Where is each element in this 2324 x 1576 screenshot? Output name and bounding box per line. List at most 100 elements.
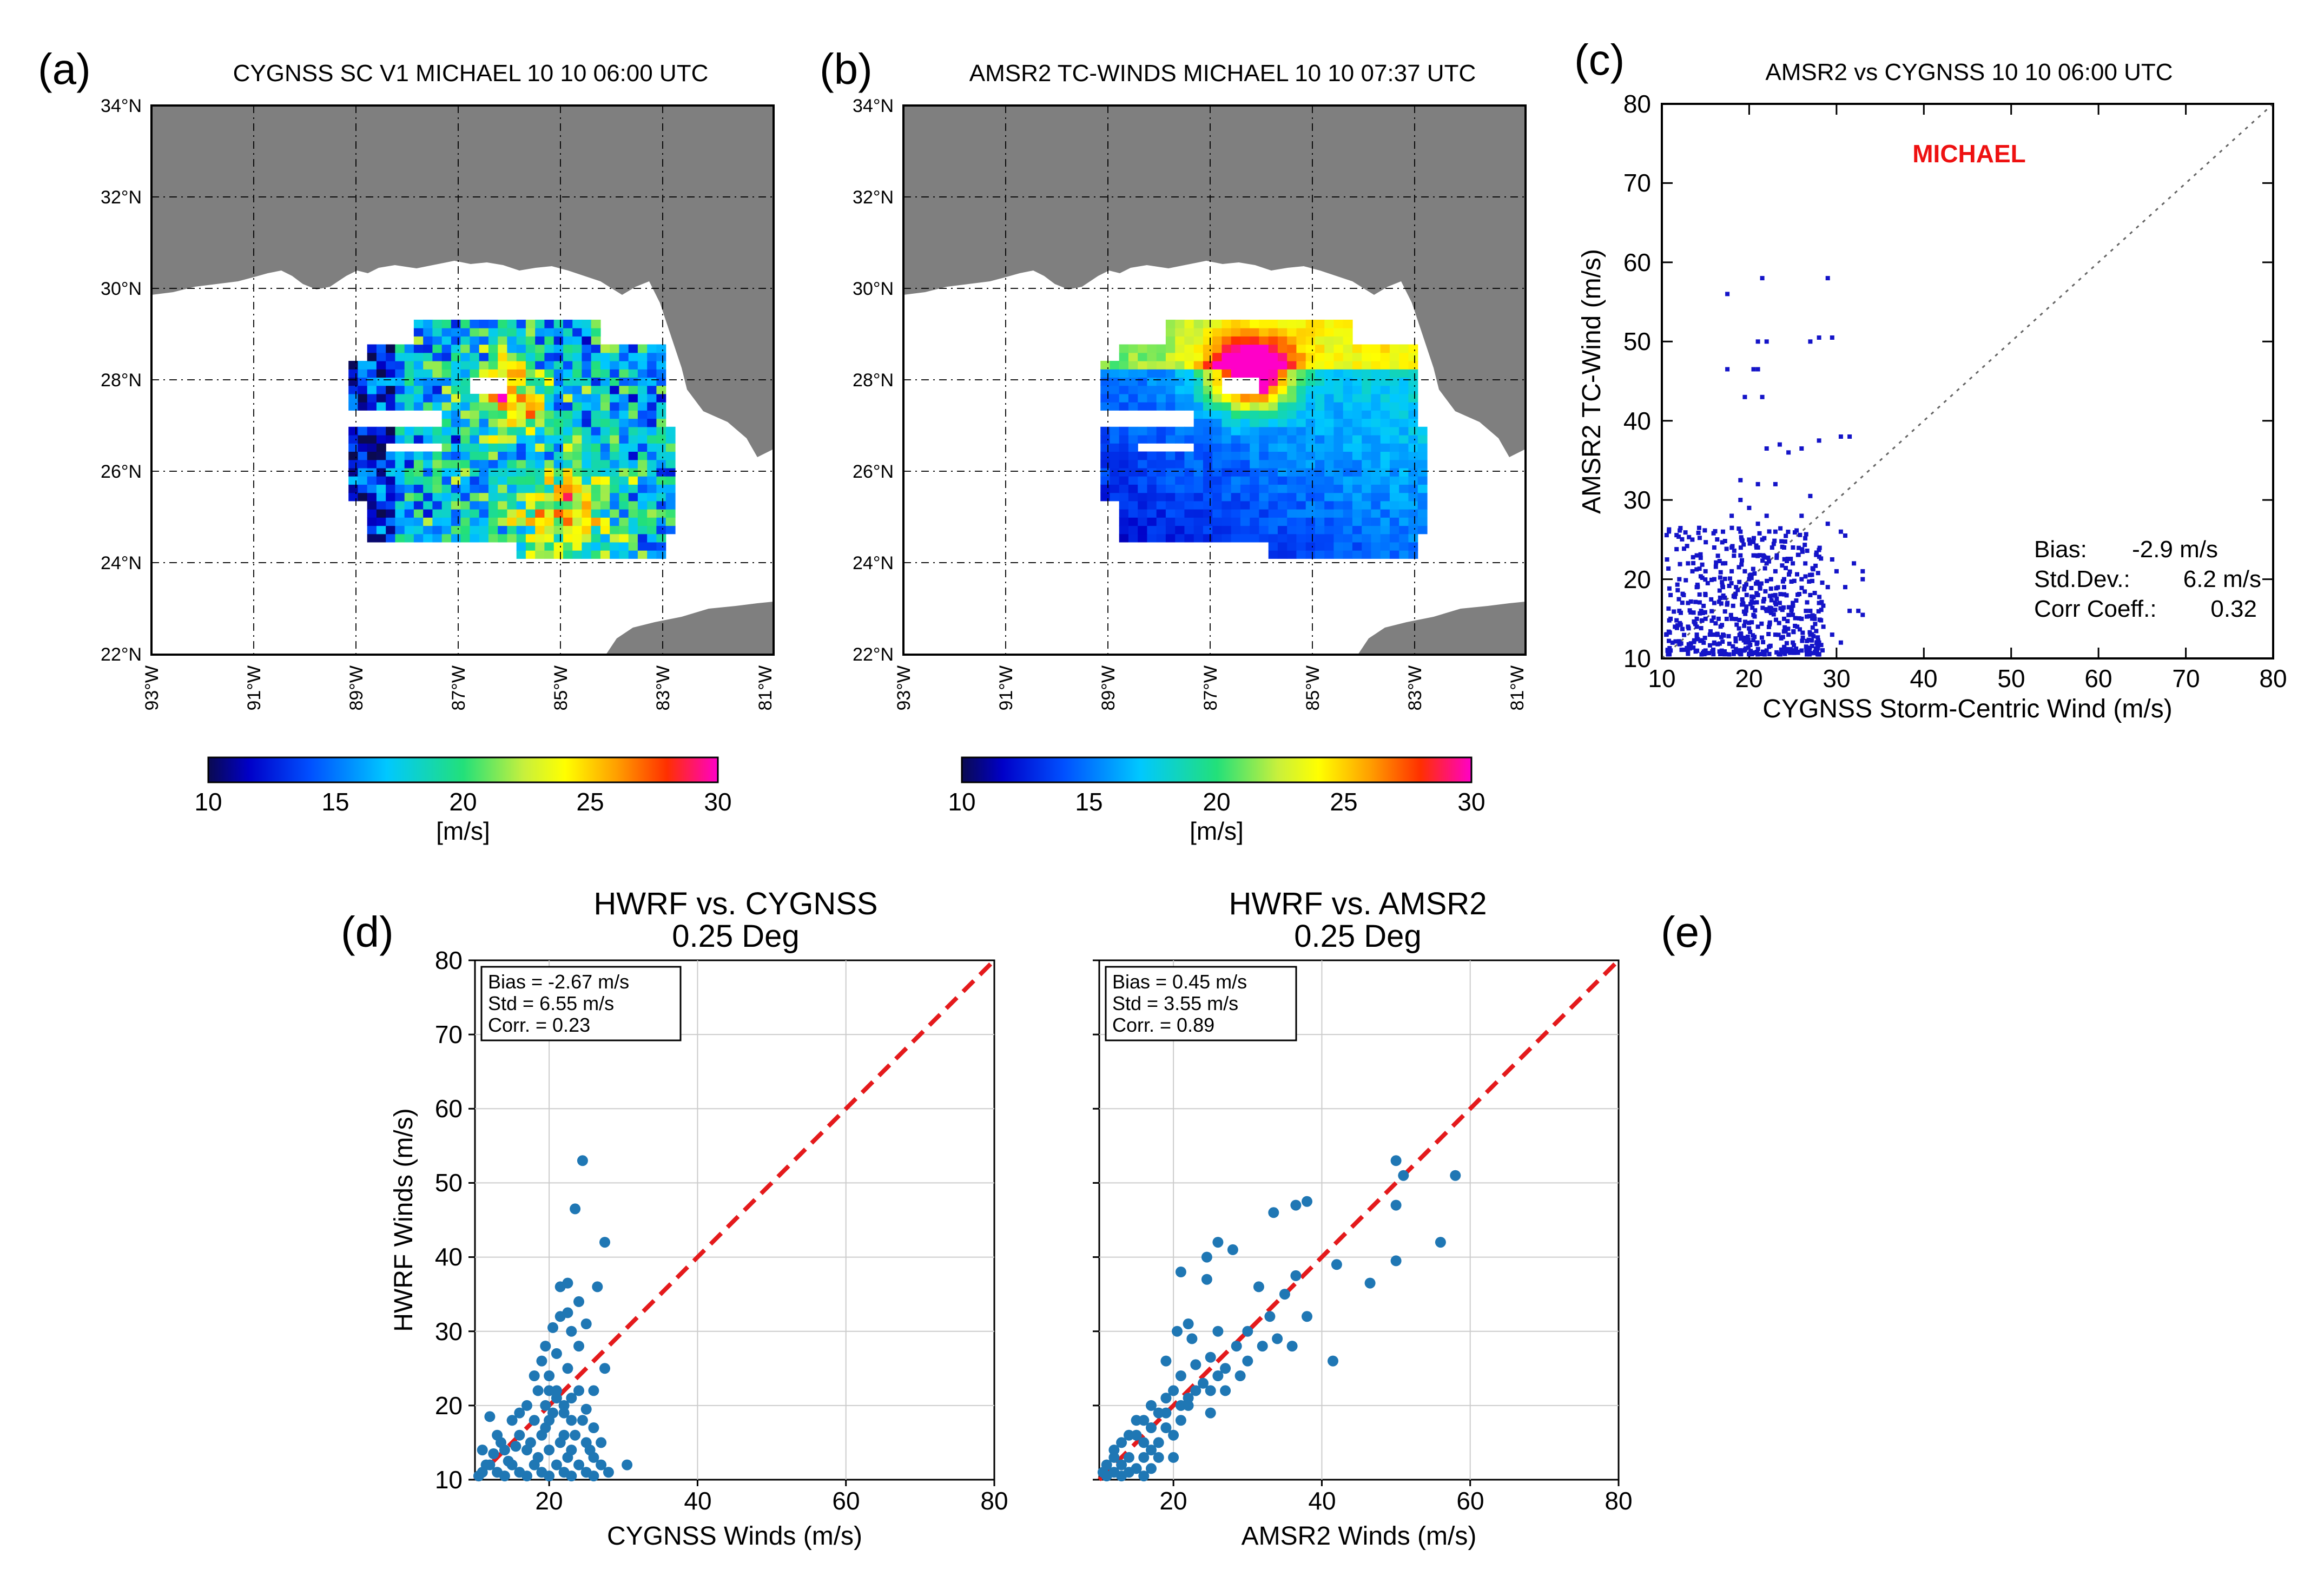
wind-cell [451,319,461,328]
wind-cell [1175,319,1185,328]
panel-c-data-point [1784,565,1788,570]
wind-cell [451,369,461,378]
wind-cell [1138,361,1148,370]
wind-cell [535,459,545,469]
wind-cell [395,467,405,477]
wind-cell [470,402,480,411]
wind-cell [1296,377,1306,386]
wind-cell [1250,319,1260,328]
wind-cell [610,418,620,427]
panel-d-data-point [544,1445,555,1456]
panel-c-data-point [1690,569,1695,573]
wind-cell [1343,385,1353,394]
panel-c-data-point [1791,603,1795,608]
wind-cell [1324,484,1335,493]
panel-e-data-point [1205,1351,1216,1363]
wind-cell [535,542,545,551]
wind-cell [637,377,648,386]
wind-cell [1250,410,1260,419]
wind-cell [460,484,471,493]
wind-cell [1389,402,1399,411]
wind-cell [423,336,433,345]
wind-cell [1222,361,1232,370]
wind-cell [563,542,573,551]
wind-cell [1352,344,1362,353]
panel-e-data-point [1450,1170,1461,1181]
panel-c-data-point [1800,635,1805,640]
wind-cell [1352,492,1362,502]
wind-cell [1277,328,1288,337]
wind-cell [591,517,601,526]
wind-cell [1259,361,1269,370]
panel-d-data-point [603,1467,614,1478]
wind-cell [647,467,657,477]
wind-cell [1343,336,1353,345]
wind-cell [1231,509,1241,518]
wind-cell [460,344,471,353]
wind-cell [563,336,573,345]
wind-cell [647,459,657,469]
wind-cell [1259,467,1269,477]
panel-c-data-point [1707,632,1712,637]
wind-cell [1156,484,1166,493]
panel-c-data-point [1763,589,1768,594]
wind-cell [1268,336,1278,345]
panel-e-data-point [1198,1377,1209,1389]
wind-cell [553,459,564,469]
wind-cell [1296,467,1306,477]
wind-cell [647,385,657,394]
wind-cell [1156,517,1166,526]
wind-cell [498,467,508,477]
panel-c-data-point [1791,561,1795,566]
panel-c-data-point [1694,635,1699,639]
wind-cell [572,369,583,378]
wind-cell [498,443,508,452]
panel-d-data-point [558,1407,570,1419]
wind-cell [358,492,368,502]
wind-cell [553,525,564,535]
wind-cell [553,344,564,353]
panel-c-data-point [1817,545,1822,550]
wind-cell [1259,435,1269,444]
wind-cell [1203,476,1213,485]
panel-c-data-point [1755,482,1760,486]
panel-b-colorbar-label: [m/s] [1190,817,1244,845]
wind-cell [404,533,414,543]
wind-cell [628,426,638,436]
wind-cell [460,328,471,337]
panel-a-lon-tick: 91°W [244,665,265,711]
wind-cell [563,459,573,469]
panel-b-lon-tick: 83°W [1405,665,1425,711]
panel-c-data-point [1778,526,1783,531]
panel-c-data-point [1749,652,1754,657]
panel-e-data-point [1220,1363,1231,1374]
wind-cell [525,484,536,493]
wind-cell [1296,361,1306,370]
panel-c-data-point [1720,580,1725,585]
wind-cell [1399,525,1409,535]
wind-cell [1240,319,1250,328]
wind-cell [1362,377,1372,386]
wind-cell [1128,426,1138,436]
wind-cell [628,509,638,518]
wind-cell [1277,443,1288,452]
wind-cell [572,517,583,526]
panel-c-data-point [1698,574,1703,579]
panel-d-data-point [510,1441,521,1452]
wind-cell [1128,451,1138,460]
wind-cell [423,344,433,353]
wind-cell [1352,500,1362,510]
panel-c-data-point [1753,651,1758,656]
wind-cell [656,517,666,526]
panel-c-data-point [1797,545,1801,550]
panel-c-data-point [1817,438,1821,443]
panel-c-data-point [1762,597,1767,602]
wind-cell [1371,533,1381,543]
wind-cell [1147,344,1157,353]
wind-cell [1240,352,1250,361]
panel-a-land [151,105,774,457]
wind-cell [610,459,620,469]
wind-cell [1380,542,1390,551]
wind-cell [1212,500,1223,510]
wind-cell [367,509,377,518]
